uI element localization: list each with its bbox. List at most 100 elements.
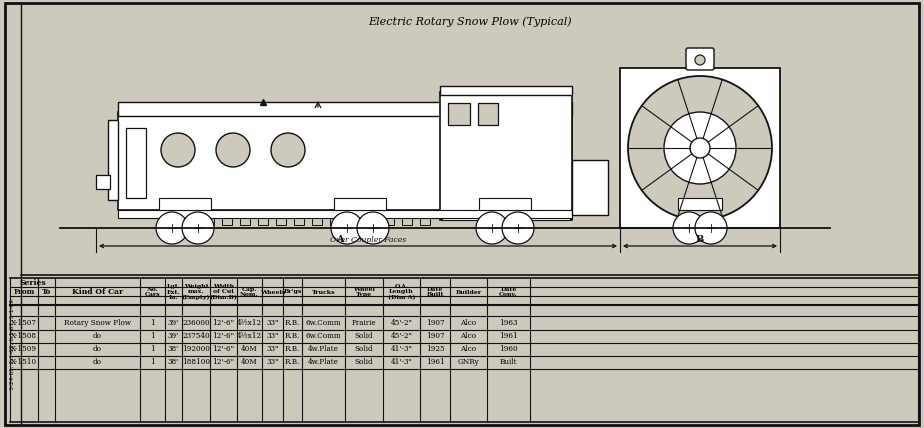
Bar: [294, 215, 304, 225]
Text: GNRy: GNRy: [457, 358, 480, 366]
Text: R.B.: R.B.: [285, 358, 300, 366]
Text: X-1509: X-1509: [11, 345, 37, 353]
Text: 12'-6": 12'-6": [213, 332, 235, 340]
Bar: [384, 215, 394, 225]
Text: 1925: 1925: [426, 345, 444, 353]
Bar: [204, 215, 214, 225]
Bar: [276, 215, 286, 225]
Circle shape: [502, 212, 534, 244]
Text: Builder: Builder: [456, 289, 481, 294]
Bar: [678, 198, 722, 210]
Text: 4½x12: 4½x12: [237, 332, 262, 340]
Bar: [118, 102, 572, 116]
Bar: [108, 120, 118, 200]
Text: Wheel
Type: Wheel Type: [353, 287, 375, 297]
Text: 1: 1: [150, 358, 155, 366]
Text: 39': 39': [168, 332, 179, 340]
Bar: [442, 212, 570, 220]
Text: Br'gs: Br'gs: [284, 289, 302, 294]
Text: Date
Built: Date Built: [426, 287, 444, 297]
Text: 38': 38': [168, 358, 179, 366]
Text: To: To: [42, 288, 51, 296]
Text: 33": 33": [266, 358, 279, 366]
Bar: [168, 215, 178, 225]
Text: 6w.Comm: 6w.Comm: [306, 332, 341, 340]
Bar: [186, 215, 196, 225]
Text: Lgt.
Ext.
In.: Lgt. Ext. In.: [166, 284, 180, 300]
Bar: [126, 128, 146, 198]
Text: 41'-3": 41'-3": [391, 358, 412, 366]
Circle shape: [476, 212, 508, 244]
Bar: [118, 112, 572, 210]
Text: R.B.: R.B.: [285, 319, 300, 327]
Text: 40M: 40M: [241, 345, 258, 353]
Text: 1960: 1960: [499, 345, 517, 353]
Text: do: do: [93, 332, 102, 340]
Text: Prairie: Prairie: [352, 319, 376, 327]
Text: 39': 39': [168, 319, 179, 327]
Text: 45'-2": 45'-2": [391, 319, 412, 327]
Text: R.B.: R.B.: [285, 345, 300, 353]
Text: 1: 1: [150, 345, 155, 353]
Text: 38': 38': [168, 345, 179, 353]
Circle shape: [357, 212, 389, 244]
Bar: [440, 92, 572, 220]
Text: 4w.Plate: 4w.Plate: [308, 345, 339, 353]
Bar: [334, 198, 386, 210]
Text: 6w.Comm: 6w.Comm: [306, 319, 341, 327]
Text: Alco: Alco: [460, 332, 477, 340]
Text: Width
of Cut
(Dim.B): Width of Cut (Dim.B): [210, 284, 237, 300]
Text: B: B: [696, 235, 704, 244]
Circle shape: [695, 212, 727, 244]
Bar: [222, 215, 232, 225]
Text: 33": 33": [266, 319, 279, 327]
Text: Trucks: Trucks: [311, 289, 335, 294]
Bar: [420, 215, 430, 225]
Circle shape: [695, 55, 705, 65]
Text: Wheels: Wheels: [260, 289, 286, 294]
Circle shape: [690, 138, 710, 158]
Text: X-1508: X-1508: [11, 332, 37, 340]
Bar: [448, 103, 470, 125]
Text: Date
Conv.: Date Conv.: [499, 287, 517, 297]
Bar: [312, 215, 322, 225]
Text: 1961: 1961: [426, 358, 444, 366]
Text: Rotary Snow Plow: Rotary Snow Plow: [64, 319, 131, 327]
Text: Electric Rotary Snow Plow (Typical): Electric Rotary Snow Plow (Typical): [368, 16, 572, 27]
Bar: [330, 215, 340, 225]
Text: 3-24-61, 2-1-62, 6-1-67, 5-1-69.: 3-24-61, 2-1-62, 6-1-67, 5-1-69.: [9, 297, 15, 390]
Text: A: A: [336, 235, 344, 244]
Text: Solid: Solid: [355, 332, 373, 340]
Bar: [258, 215, 268, 225]
Text: 12'-6": 12'-6": [213, 319, 235, 327]
Text: 33": 33": [266, 332, 279, 340]
Text: No.
Cars: No. Cars: [145, 287, 160, 297]
Circle shape: [182, 212, 214, 244]
Circle shape: [156, 212, 188, 244]
Bar: [479, 198, 531, 210]
Text: 1: 1: [150, 319, 155, 327]
Text: X-1507: X-1507: [11, 319, 37, 327]
FancyBboxPatch shape: [686, 48, 714, 70]
Text: Cap.
Nom.: Cap. Nom.: [240, 287, 259, 297]
Text: 237540: 237540: [182, 332, 210, 340]
Text: 1961: 1961: [499, 332, 517, 340]
Text: Solid: Solid: [355, 345, 373, 353]
Text: 12'-6": 12'-6": [213, 345, 235, 353]
Text: Solid: Solid: [355, 358, 373, 366]
Circle shape: [673, 212, 705, 244]
Text: 236000: 236000: [182, 319, 210, 327]
Bar: [159, 198, 211, 210]
Text: 188100: 188100: [182, 358, 210, 366]
Text: 1: 1: [150, 332, 155, 340]
Text: 1907: 1907: [426, 332, 444, 340]
Text: 192000: 192000: [182, 345, 210, 353]
Bar: [572, 160, 608, 215]
Circle shape: [664, 112, 736, 184]
Bar: [402, 215, 412, 225]
Text: 4½x12: 4½x12: [237, 319, 262, 327]
Circle shape: [161, 133, 195, 167]
Text: 33": 33": [266, 345, 279, 353]
Bar: [348, 215, 358, 225]
Text: 4w.Plate: 4w.Plate: [308, 358, 339, 366]
